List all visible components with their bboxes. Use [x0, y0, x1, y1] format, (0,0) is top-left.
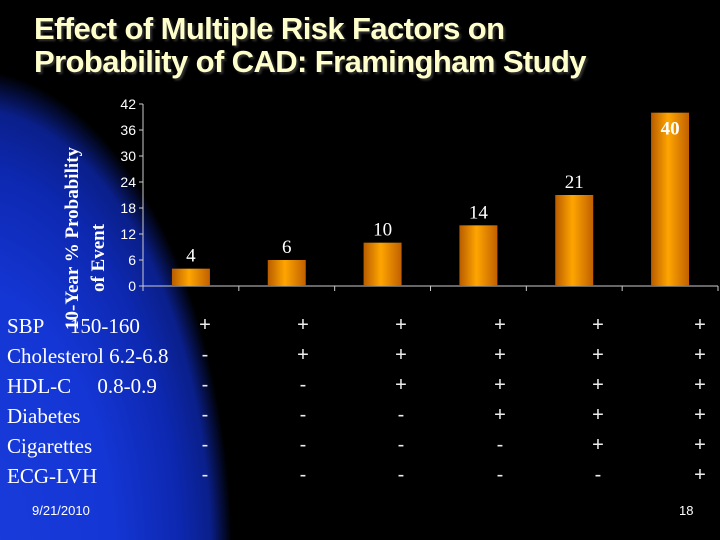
y-tick-label: 6: [128, 252, 136, 268]
slide-title: Effect of Multiple Risk Factors on Proba…: [34, 12, 714, 78]
risk-factor-mark: +: [494, 344, 506, 366]
risk-factor-mark: -: [496, 464, 504, 486]
title-line-1: Effect of Multiple Risk Factors on: [34, 11, 505, 46]
risk-factor-mark: +: [297, 344, 309, 366]
y-tick-label: 24: [120, 174, 136, 190]
y-tick-label: 0: [128, 278, 136, 294]
risk-factor-mark: -: [299, 464, 307, 486]
risk-factor-mark: +: [592, 344, 604, 366]
risk-factor-label: ECG-LVH: [7, 464, 98, 488]
risk-factor-label: Cigarettes: [7, 434, 93, 458]
risk-factor-mark: +: [694, 314, 706, 336]
risk-factor-mark: +: [694, 434, 706, 456]
footer-date: 9/21/2010: [32, 503, 90, 518]
bar-data-label: 6: [282, 237, 292, 258]
risk-factor-mark: +: [199, 314, 211, 336]
risk-factor-mark: +: [592, 314, 604, 336]
risk-factor-mark: +: [494, 374, 506, 396]
risk-factor-mark: +: [694, 344, 706, 366]
risk-factor-mark: -: [397, 434, 405, 456]
risk-factor-mark: +: [494, 404, 506, 426]
risk-factor-row: ECG-LVH - - - - - +: [7, 464, 712, 494]
risk-factor-mark: +: [592, 374, 604, 396]
risk-factor-mark: -: [594, 464, 602, 486]
risk-factor-row: Cigarettes - - - - + +: [7, 434, 712, 464]
risk-factor-mark: +: [297, 314, 309, 336]
y-axis-label-2: of Event: [88, 223, 109, 292]
bar: [459, 225, 498, 286]
bar-data-label: 10: [373, 220, 392, 241]
title-line-2: Probability of CAD: Framingham Study: [34, 44, 587, 79]
risk-factor-mark: +: [395, 314, 407, 336]
risk-factor-label: HDL-C 0.8-0.9: [7, 374, 157, 398]
page-number: 18: [679, 503, 694, 518]
y-axis-label: 10-Year % Probability: [62, 147, 83, 330]
bar-data-label: 14: [469, 202, 489, 223]
risk-factor-mark: -: [201, 464, 209, 486]
y-tick-label: 12: [120, 226, 136, 242]
risk-factor-mark: -: [299, 374, 307, 396]
risk-factor-mark: +: [592, 404, 604, 426]
bar: [363, 242, 402, 286]
risk-factor-row: SBP 150-160 + + + + + +: [7, 314, 712, 344]
risk-factor-mark: -: [397, 404, 405, 426]
risk-factor-row: HDL-C 0.8-0.9 - - + + + +: [7, 374, 712, 404]
y-tick-label: 30: [120, 148, 136, 164]
bar: [267, 260, 306, 286]
risk-factor-mark: +: [494, 314, 506, 336]
risk-factor-mark: -: [201, 374, 209, 396]
risk-factor-mark: +: [592, 434, 604, 456]
y-tick-label: 36: [120, 122, 136, 138]
risk-factor-mark: -: [299, 404, 307, 426]
risk-factor-label: SBP 150-160: [7, 314, 140, 338]
risk-factor-label: Diabetes: [7, 404, 81, 428]
risk-factor-mark: -: [496, 434, 504, 456]
bar-data-label: 40: [661, 119, 680, 140]
bar: [171, 268, 210, 286]
risk-factor-mark: +: [395, 374, 407, 396]
risk-factor-row: Cholesterol 6.2-6.8 - + + + + +: [7, 344, 712, 374]
risk-factor-mark: +: [694, 374, 706, 396]
bar: [651, 112, 690, 287]
risk-factor-mark: -: [201, 344, 209, 366]
risk-factor-mark: +: [694, 464, 706, 486]
risk-factor-mark: +: [694, 404, 706, 426]
y-tick-label: 18: [120, 200, 136, 216]
bar-data-label: 21: [565, 172, 584, 193]
risk-factor-mark: -: [201, 434, 209, 456]
bar-data-label: 4: [186, 246, 196, 267]
risk-factor-mark: -: [201, 404, 209, 426]
risk-factor-row: Diabetes - - - + + +: [7, 404, 712, 434]
risk-factor-mark: -: [397, 464, 405, 486]
risk-factor-mark: +: [395, 344, 407, 366]
bar: [555, 195, 594, 286]
risk-factor-label: Cholesterol 6.2-6.8: [7, 344, 169, 368]
y-tick-label: 42: [120, 96, 136, 112]
risk-factor-mark: -: [299, 434, 307, 456]
